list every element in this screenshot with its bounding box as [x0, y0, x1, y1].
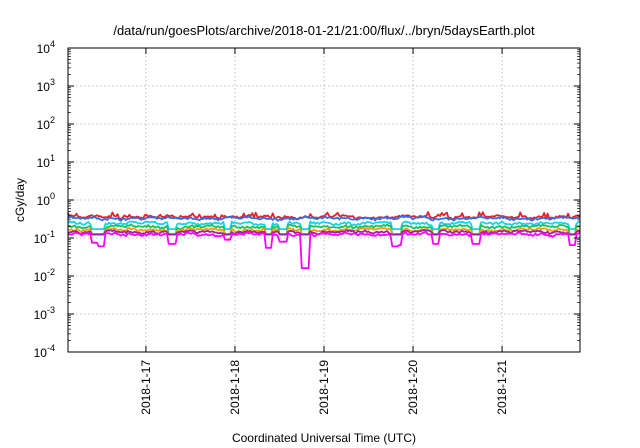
series-line [67, 231, 581, 270]
x-tick-label: 2018-1-17 [139, 360, 153, 415]
y-axis: 10-4 10-3 10-2 10-1 100 101 102 103 104 [34, 39, 580, 360]
series-group [67, 211, 581, 270]
x-tick-label: 2018-1-19 [317, 360, 331, 415]
series-line [67, 223, 581, 235]
series-line [67, 215, 581, 222]
y-tick-label: 101 [37, 153, 55, 170]
x-tick-label: 2018-1-18 [228, 360, 242, 415]
y-tick-label: 104 [37, 39, 55, 56]
y-tick-label: 10-4 [34, 343, 55, 360]
y-tick-label: 10-3 [34, 305, 55, 322]
y-tick-label: 102 [37, 115, 55, 132]
y-axis-label: cGy/day [13, 178, 27, 222]
x-axis-label: Coordinated Universal Time (UTC) [232, 431, 416, 445]
y-tick-label: 103 [37, 77, 55, 94]
grid [68, 48, 580, 352]
series-line [67, 229, 581, 236]
y-tick-label: 100 [37, 191, 55, 208]
x-tick-label: 2018-1-20 [406, 360, 420, 415]
y-tick-label: 10-1 [34, 229, 55, 246]
series-line [67, 220, 580, 231]
x-axis: 2018-1-17 2018-1-18 2018-1-19 2018-1-20 2018… [139, 48, 509, 415]
x-tick-label: 2018-1-21 [495, 360, 509, 415]
chart-title: /data/run/goesPlots/archive/2018-01-21/2… [113, 23, 535, 38]
y-tick-label: 10-2 [34, 267, 55, 284]
